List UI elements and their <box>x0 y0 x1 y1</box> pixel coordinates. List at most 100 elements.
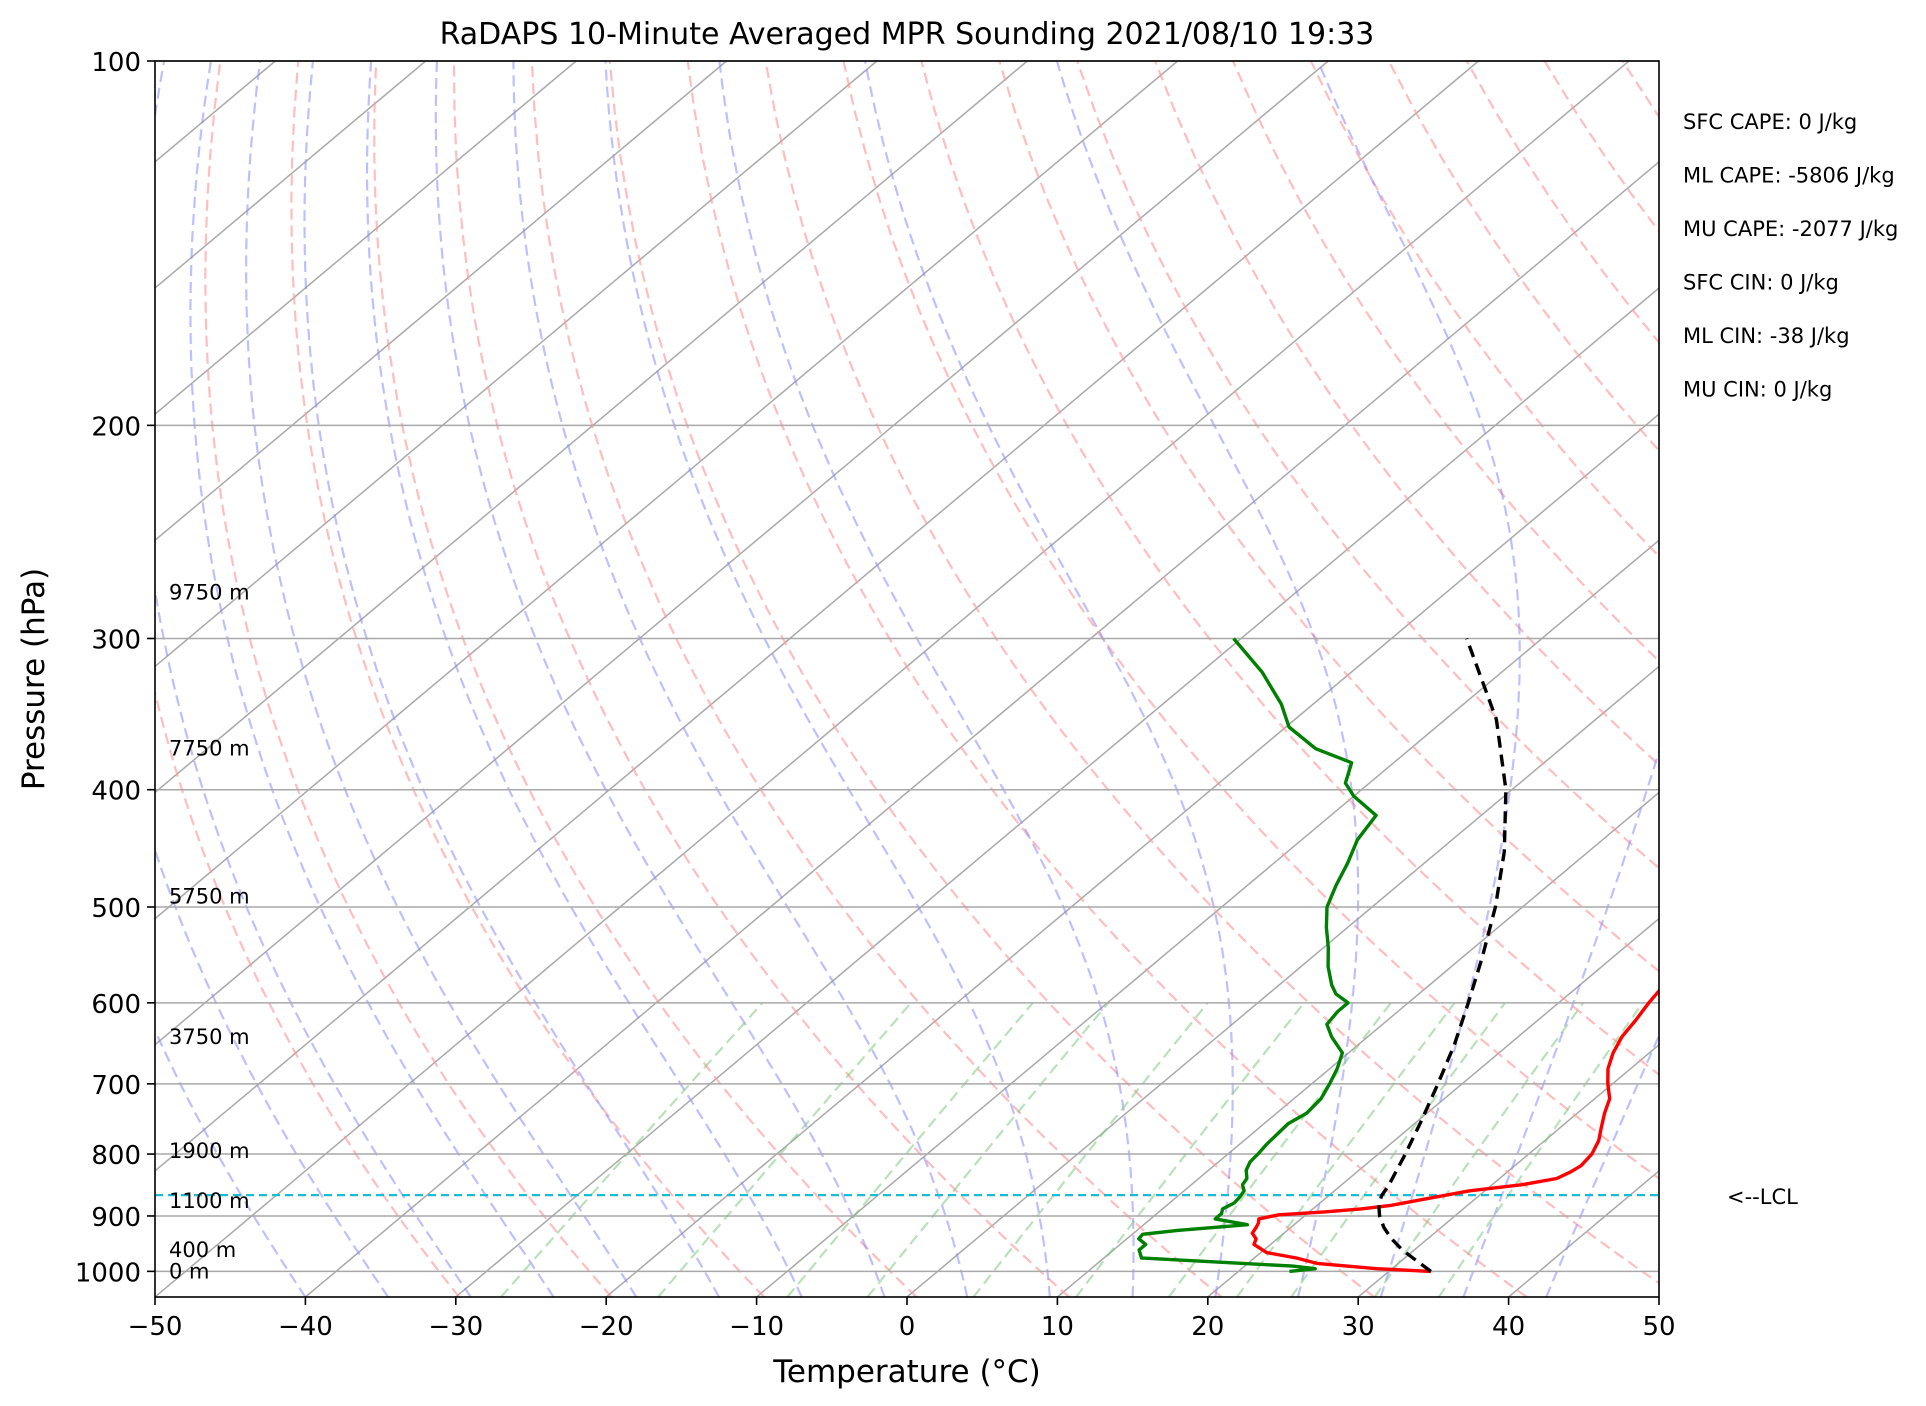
height-label: 1900 m <box>169 1139 250 1163</box>
dry-adiabat-line <box>204 61 613 1297</box>
isotherm-line <box>304 160 1659 1297</box>
mixing-ratio-line <box>972 1002 1209 1297</box>
moist-adiabat-line <box>155 61 472 1297</box>
isotherm-line <box>1056 791 1659 1297</box>
x-tick-label: −40 <box>278 1312 333 1342</box>
dry-adiabat-line <box>373 61 918 1297</box>
moist-adiabat-line <box>155 1027 307 1297</box>
moist-adiabat-line <box>863 61 1234 1297</box>
x-tick-label: −20 <box>579 1312 634 1342</box>
mixing-ratio-line <box>1075 1002 1305 1297</box>
mixing-ratio-line <box>1373 1002 1585 1297</box>
mixing-ratio-line <box>1290 1002 1506 1297</box>
isotherm-line <box>155 61 1479 1172</box>
isotherm-line <box>1809 61 1926 1297</box>
isotherm-line <box>155 61 878 668</box>
dry-adiabat-line <box>452 61 1070 1297</box>
chart-title: RaDAPS 10-Minute Averaged MPR Sounding 2… <box>440 17 1375 52</box>
x-tick-label: 50 <box>1642 1312 1675 1342</box>
isotherm-line <box>155 61 1329 1046</box>
isotherm-line <box>1207 917 1659 1297</box>
x-tick-label: 30 <box>1342 1312 1375 1342</box>
moist-adiabat-line <box>1545 1032 1659 1297</box>
stat-text: ML CIN: -38 J/kg <box>1683 324 1850 348</box>
x-tick-label: 0 <box>899 1312 916 1342</box>
isotherm-line <box>455 287 1659 1297</box>
height-label: 400 m <box>169 1238 236 1262</box>
temperature-profile <box>1250 988 1659 1274</box>
isotherm-line <box>605 413 1659 1297</box>
isotherm-line <box>1658 1296 1659 1297</box>
moist-adiabat-line <box>1316 61 1521 1297</box>
dry-adiabat-line <box>920 61 1659 1076</box>
dry-adiabat-line <box>290 61 765 1297</box>
x-axis-label: Temperature (°C) <box>772 1354 1041 1390</box>
background-reference-lines <box>155 61 1926 1297</box>
y-tick-label: 200 <box>91 412 141 442</box>
isotherm-line <box>155 61 577 416</box>
dry-adiabat-line <box>998 61 1659 973</box>
dry-adiabat-line <box>1387 61 1659 453</box>
y-tick-label: 800 <box>91 1141 141 1171</box>
y-tick-label: 600 <box>91 990 141 1020</box>
chart-annotations: <--LCL 9750 m 7750 m 5750 m 3750 m 1900 m 1100… <box>169 110 1898 1283</box>
y-tick-label: 700 <box>91 1071 141 1101</box>
x-tick-label: −50 <box>128 1312 183 1342</box>
mixing-ratio-line <box>1236 1002 1456 1297</box>
dry-adiabat-line <box>1700 61 1926 1297</box>
stat-text: ML CAPE: -5806 J/kg <box>1683 164 1895 188</box>
dry-adiabat-line <box>1621 61 1659 119</box>
mixing-ratio-line <box>500 1002 764 1297</box>
isotherm-line <box>155 61 1630 1297</box>
dry-adiabat-line <box>530 61 1223 1297</box>
isotherm-line <box>155 61 1028 794</box>
isotherm-line <box>155 61 1179 920</box>
y-tick-label: 500 <box>91 894 141 924</box>
lcl-label: <--LCL <box>1727 1185 1798 1209</box>
mixing-ratio-line <box>1437 1002 1644 1297</box>
y-tick-label: 1000 <box>75 1258 141 1288</box>
height-label: 9750 m <box>169 581 250 605</box>
moist-adiabat-line <box>244 61 638 1297</box>
dry-adiabat-line <box>1154 61 1659 767</box>
sounding-profiles <box>155 637 1659 1274</box>
height-label: 0 m <box>169 1259 210 1283</box>
y-tick-label: 900 <box>91 1203 141 1233</box>
dry-adiabat-line <box>155 688 460 1297</box>
moist-adiabat-line <box>365 61 803 1297</box>
dry-adiabat-line <box>764 61 1659 1285</box>
dry-adiabat-line <box>1231 61 1659 663</box>
dry-adiabat-line <box>1309 61 1659 559</box>
dry-adiabat-line <box>608 61 1375 1297</box>
mixing-ratio-line <box>1168 1002 1392 1297</box>
height-label: 5750 m <box>169 884 250 908</box>
dry-adiabat-line <box>1543 61 1659 234</box>
x-tick-label: 10 <box>1041 1312 1074 1342</box>
dry-adiabat-line <box>1076 61 1659 870</box>
moist-adiabat-line <box>604 61 1051 1297</box>
mixing-ratio-line <box>866 1002 1110 1297</box>
parcel-path <box>1376 637 1508 1273</box>
dry-adiabat-line <box>686 61 1528 1297</box>
y-tick-label: 100 <box>91 48 141 78</box>
x-tick-label: −10 <box>729 1312 784 1342</box>
y-tick-label: 400 <box>91 777 141 807</box>
height-label: 7750 m <box>169 737 250 761</box>
moist-adiabat-line <box>155 846 390 1297</box>
moist-adiabat-line <box>1055 61 1360 1297</box>
moist-adiabat-line <box>434 61 886 1297</box>
stat-text: MU CAPE: -2077 J/kg <box>1683 217 1898 241</box>
stat-text: SFC CIN: 0 J/kg <box>1683 271 1839 295</box>
moist-adiabat-line <box>718 61 1135 1297</box>
isotherm-line <box>1357 1043 1659 1297</box>
x-tick-label: 20 <box>1191 1312 1224 1342</box>
y-axis-label: Pressure (hPa) <box>16 568 52 790</box>
height-label: 3750 m <box>169 1025 250 1049</box>
mixing-ratio-line <box>657 1002 912 1297</box>
stat-text: MU CIN: 0 J/kg <box>1683 378 1832 402</box>
isotherm-line <box>155 61 427 290</box>
isotherm-line <box>155 61 727 542</box>
